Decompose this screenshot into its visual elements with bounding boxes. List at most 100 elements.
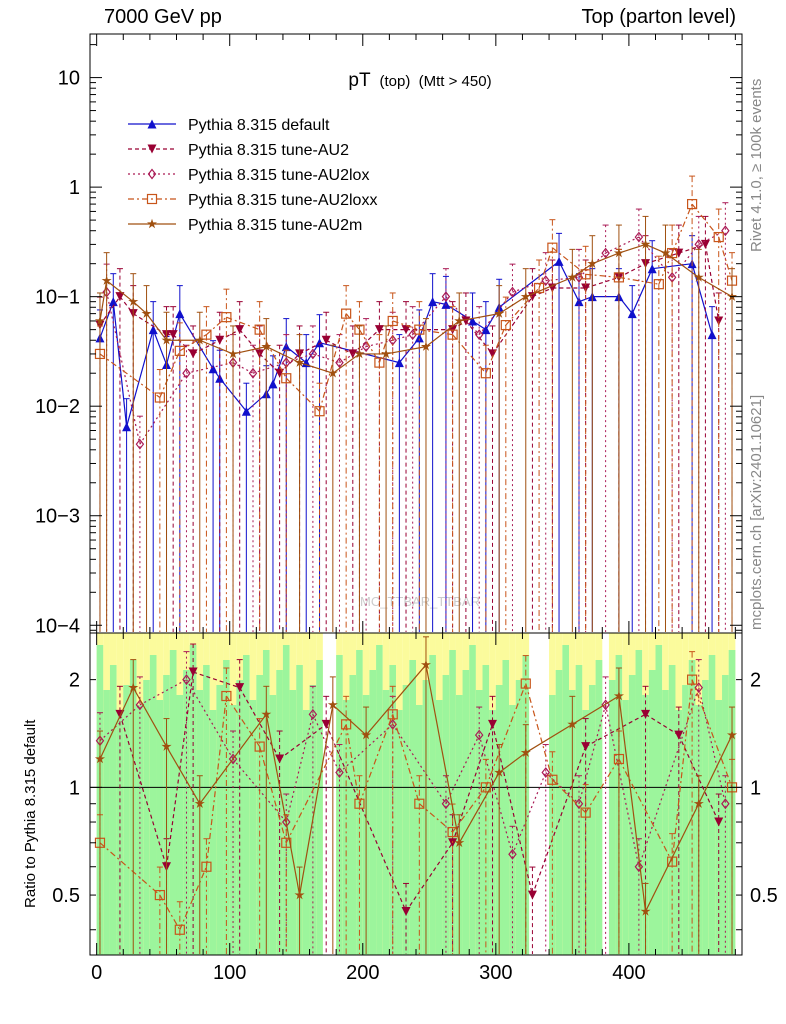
series-line-segment (285, 377, 320, 412)
data-point (308, 348, 318, 360)
series-line-segment (99, 842, 161, 896)
data-point (508, 848, 517, 860)
series-line-segment (618, 263, 646, 278)
data-point (721, 798, 730, 810)
series-line-segment (525, 683, 553, 780)
data-point (634, 861, 644, 873)
ratio-band-green (316, 660, 323, 955)
series-line-segment (665, 252, 700, 278)
data-point (441, 291, 451, 303)
ratio-band-green (429, 655, 436, 955)
series-line-segment (219, 329, 240, 341)
series-line-segment (132, 301, 147, 315)
series-line-segment (605, 236, 640, 254)
ratio-band-green (416, 705, 423, 955)
ratio-band-green (249, 700, 257, 955)
series-line-segment (352, 329, 380, 355)
series-line-segment (618, 276, 659, 285)
main-panel-title: pT (top) (Mtt > 450) (348, 70, 491, 91)
series-line-segment (332, 353, 360, 374)
x-ticks (96, 34, 736, 633)
ratio-band-green (675, 710, 683, 955)
series-line-segment (545, 276, 580, 282)
series-line-segment (318, 313, 347, 412)
series-line-segment (585, 758, 620, 813)
ratio-band-green (715, 700, 723, 955)
y-tick-label: 10−1 (35, 287, 80, 309)
series-line-segment (99, 353, 161, 399)
data-point (714, 316, 724, 326)
legend-entry: Pythia 8.315 tune-AU2m (188, 217, 362, 234)
ratio-band-green (389, 665, 397, 955)
series-line-segment (392, 724, 447, 805)
ratio-band-green (509, 705, 516, 955)
series-line-segment (99, 704, 141, 742)
ratio-band-green (376, 645, 383, 955)
series-line-segment (232, 346, 267, 355)
series-line-segment (132, 313, 167, 336)
ratio-band-green (169, 650, 177, 955)
data-point (508, 286, 517, 298)
ratio-band-green (123, 685, 130, 955)
ratio-band-green (588, 685, 596, 955)
series-line-segment (185, 679, 234, 760)
series-line-segment (99, 296, 121, 326)
series-line-segment (272, 346, 287, 385)
analysis-watermark: MC_TTBAR_TTBAR (360, 594, 480, 609)
data-point (634, 231, 644, 243)
data-point (354, 798, 365, 809)
data-point (294, 357, 305, 367)
series-line-segment (512, 280, 546, 293)
series-line-segment (99, 687, 134, 760)
series-line-segment (412, 296, 447, 336)
series-line-segment (452, 786, 487, 833)
data-point (601, 699, 610, 711)
ratio-band-green (296, 665, 303, 955)
series-line-segment (325, 339, 354, 355)
x-ticks (96, 633, 736, 955)
series-line-segment (159, 350, 181, 398)
series-line-segment (199, 339, 234, 355)
series-diamond (102, 202, 730, 632)
ratio-band-green (176, 695, 184, 955)
series-line-segment (139, 372, 187, 445)
series-line-segment (459, 313, 500, 322)
series-line-segment (525, 276, 573, 298)
series-line-segment (106, 280, 134, 303)
ratio-band-green (502, 660, 510, 955)
series-line-segment (644, 803, 700, 912)
series-line-segment (266, 346, 300, 364)
data-point (714, 817, 724, 827)
data-point (194, 334, 205, 345)
data-point (447, 329, 458, 340)
data-point (201, 329, 212, 340)
series-line-segment (99, 280, 108, 322)
series-line-segment (279, 353, 300, 374)
ratio-band-green (116, 710, 124, 955)
series-line-segment (638, 687, 700, 867)
series-line-segment (585, 276, 620, 289)
series-line-segment (578, 704, 607, 804)
data-point (261, 341, 272, 351)
ratio-band-green (223, 660, 230, 955)
y-minor-ticks (90, 679, 742, 931)
series-line-segment (259, 329, 287, 379)
series-line-segment (704, 244, 720, 322)
series-line-segment (192, 339, 221, 355)
data-point (101, 275, 112, 285)
series-line-segment (678, 734, 720, 823)
series-line-segment (638, 236, 673, 278)
data-point (687, 674, 698, 685)
series-line-segment (452, 334, 487, 374)
legend-marker (147, 119, 157, 129)
data-point (254, 741, 265, 752)
data-point (174, 924, 185, 935)
series-line-segment (299, 362, 334, 374)
data-point (174, 345, 185, 356)
ratio-band-green (668, 665, 676, 955)
ratio-band-green (229, 705, 237, 955)
legend-entry: Pythia 8.315 default (188, 117, 330, 134)
series-line-segment (159, 894, 181, 931)
series-line-segment (285, 724, 347, 844)
y-tick-label-right: 1 (750, 777, 761, 799)
